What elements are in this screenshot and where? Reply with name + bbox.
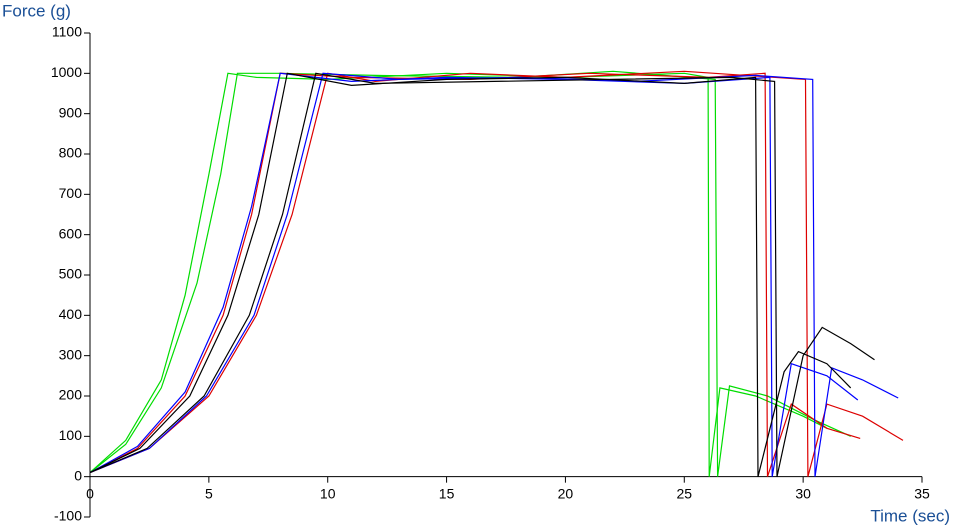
x-axis-title: Time (sec) bbox=[870, 506, 950, 525]
y-tick-label: 100 bbox=[59, 427, 83, 443]
force-line bbox=[89, 72, 828, 477]
x-tick-label: 30 bbox=[795, 485, 811, 501]
x-tick-label: 5 bbox=[205, 485, 213, 501]
x-tick-label: 0 bbox=[86, 485, 94, 501]
force-line bbox=[89, 70, 904, 477]
y-tick-label: 1100 bbox=[52, 24, 82, 40]
x-tick-label: 15 bbox=[439, 485, 455, 501]
force-line bbox=[89, 72, 899, 477]
y-tick-label: 200 bbox=[59, 387, 83, 403]
y-tick-label: 600 bbox=[59, 225, 83, 241]
y-tick-label: 500 bbox=[59, 266, 83, 282]
x-tick-label: 35 bbox=[914, 485, 930, 501]
x-tick-label: 10 bbox=[320, 485, 336, 501]
y-tick-label: 900 bbox=[59, 104, 83, 120]
y-tick-label: -100 bbox=[54, 508, 82, 524]
force-line bbox=[89, 72, 852, 477]
x-tick-label: 25 bbox=[676, 485, 692, 501]
y-tick-label: 1000 bbox=[51, 64, 82, 80]
force-line bbox=[89, 70, 851, 477]
y-tick-label: 700 bbox=[59, 185, 83, 201]
force-line bbox=[89, 72, 875, 477]
x-tick-label: 20 bbox=[558, 485, 574, 501]
y-tick-label: 400 bbox=[59, 306, 83, 322]
y-tick-label: 300 bbox=[59, 346, 83, 362]
y-axis-title: Force (g) bbox=[2, 1, 71, 20]
force-line bbox=[89, 72, 859, 477]
y-tick-label: 800 bbox=[59, 145, 83, 161]
y-tick-label: 0 bbox=[74, 467, 82, 483]
force-line bbox=[89, 72, 861, 477]
